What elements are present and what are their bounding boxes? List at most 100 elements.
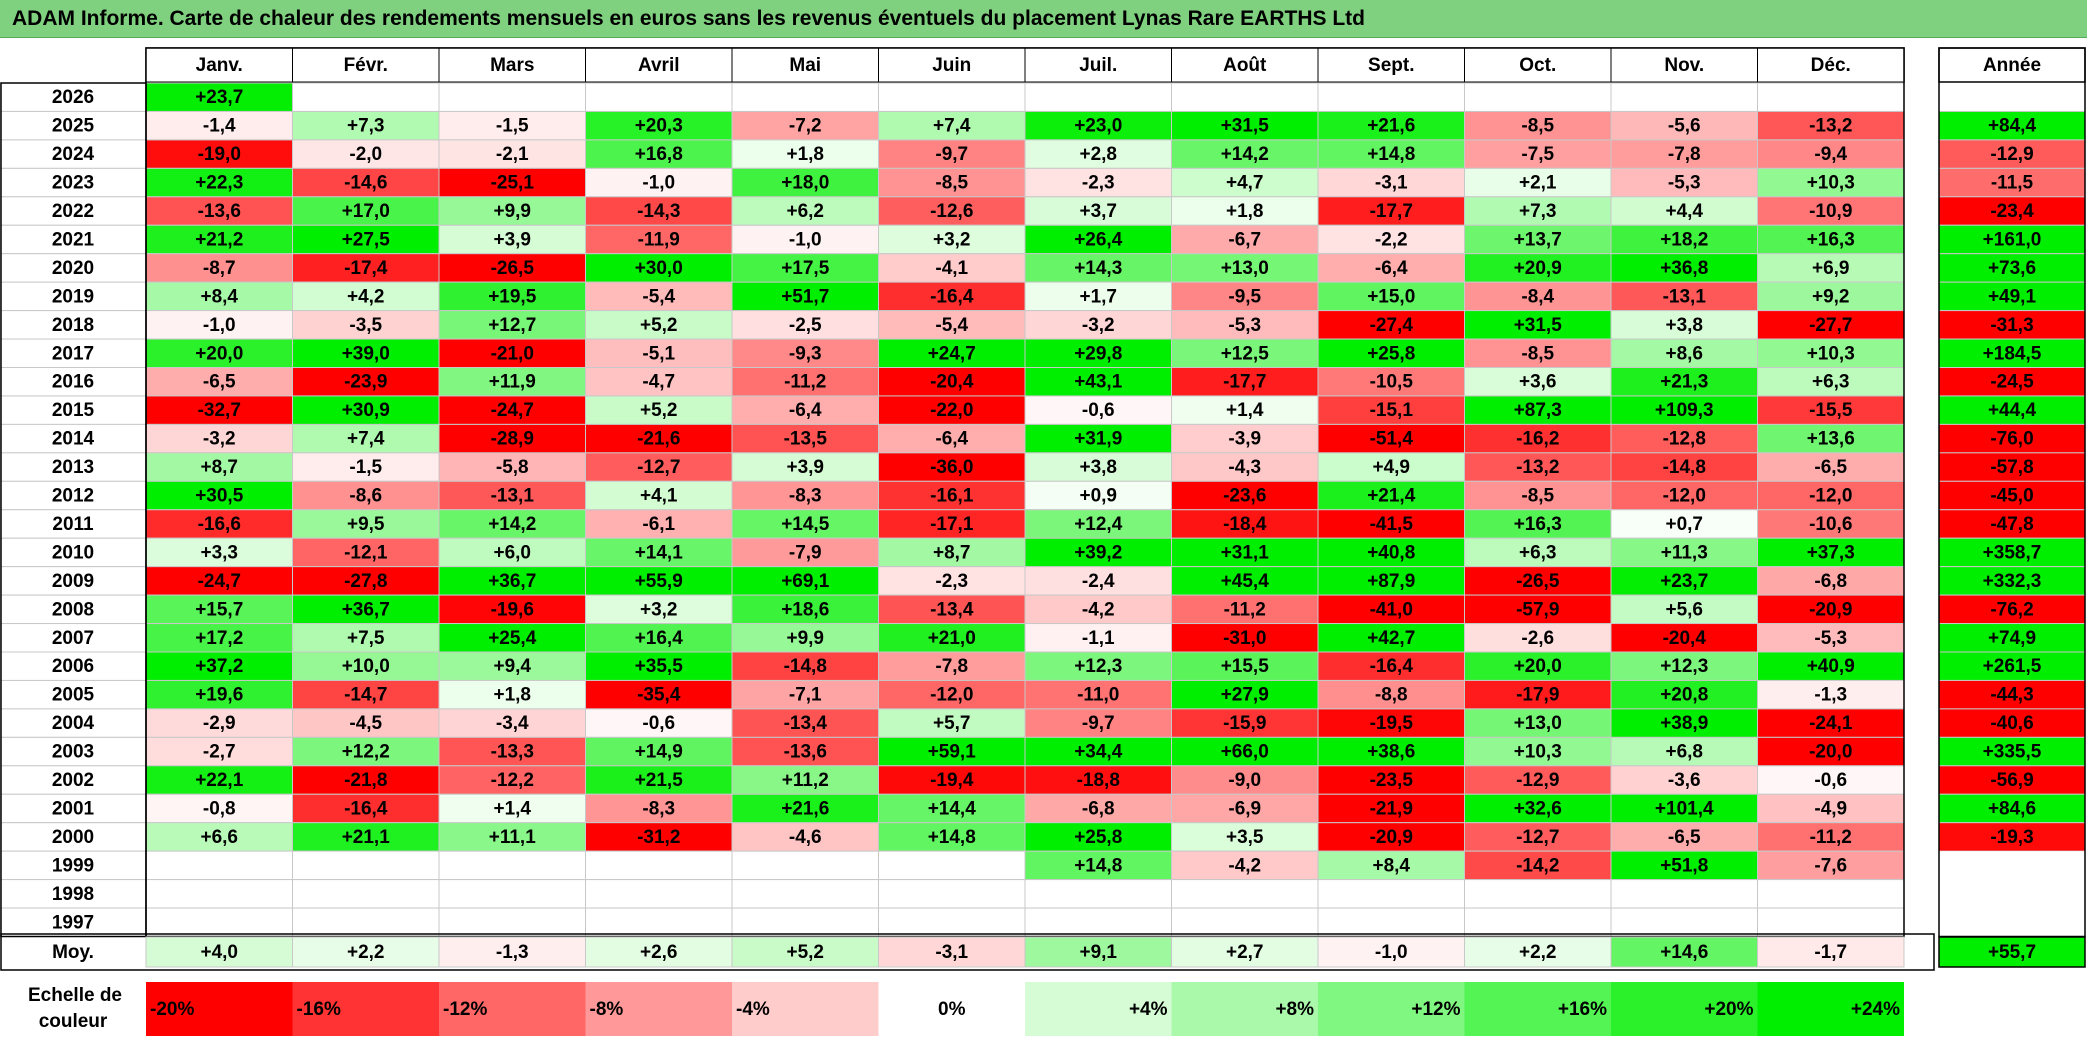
heatmap-cell-value: +40,9 [1807,656,1855,677]
heatmap-cell-value: +14,9 [635,742,683,763]
heatmap-cell [292,82,440,112]
heatmap-cell [878,679,1026,710]
heatmap-cell-value: -24,7 [198,571,241,592]
heatmap-cell-value: -7,1 [789,685,822,706]
heatmap-cell [1171,736,1319,767]
heatmap-cell-value: -5,3 [1668,173,1701,194]
heatmap-cell [145,793,293,824]
heatmap-cell [1610,395,1758,425]
heatmap-cell [1464,537,1612,568]
heatmap-cell-value: +7,3 [1519,201,1557,222]
heatmap-cell [1317,765,1465,795]
heatmap-cell [585,110,733,141]
heatmap-cell [1024,736,1172,767]
heatmap-cell [292,196,440,226]
heatmap-cell [585,907,733,937]
year-label: 2008 [52,599,94,620]
heatmap-cell [1464,82,1612,112]
scale-swatch [1611,982,1758,1036]
heatmap-cell-value: -9,0 [1228,770,1261,791]
heatmap-cell-value: -1,5 [349,457,382,478]
year-label: 2025 [52,116,95,137]
heatmap-cell-value: -3,9 [1228,429,1261,450]
heatmap-cell-value: -21,6 [637,429,680,450]
heatmap-cell [1171,367,1319,397]
heatmap-cell-value: -0,8 [203,798,236,819]
heatmap-cell [1464,822,1612,852]
heatmap-cell [1024,253,1172,283]
average-cell-value: +4,0 [200,942,238,963]
year-cell [0,679,147,710]
heatmap-cell [731,907,879,937]
heatmap-cell [731,82,879,112]
heatmap-cell [878,907,1026,937]
heatmap-cell-value: -8,5 [935,173,968,194]
heatmap-cell [585,253,733,283]
heatmap-cell-value: +21,3 [1660,372,1708,393]
average-cell-value: +9,1 [1079,942,1117,963]
heatmap-cell-value: +18,6 [781,599,829,620]
heatmap-cell-value: -36,0 [930,457,973,478]
heatmap-cell [438,679,586,710]
heatmap-cell-value: +18,0 [781,173,829,194]
year-cell [0,736,147,767]
heatmap-cell-value: -4,2 [1228,855,1261,876]
annual-cell [1939,879,2085,909]
heatmap-cell [1757,480,1905,511]
annual-cell [1938,196,2086,226]
heatmap-cell-value: +4,9 [1372,457,1410,478]
heatmap-cell-value: +40,8 [1367,542,1415,563]
scale-swatch-label: +24% [1851,999,1900,1020]
heatmap-cell-value: -7,8 [1668,144,1701,165]
heatmap-cell [145,110,293,141]
scale-swatch [585,982,732,1036]
heatmap-cell-value: +14,4 [928,798,977,819]
heatmap-cell-value: -0,6 [1814,770,1847,791]
heatmap-cell-value: +20,9 [1514,258,1562,279]
heatmap-cell [292,423,440,454]
heatmap-cell-value: -19,4 [930,770,974,791]
heatmap-cell [1464,310,1612,340]
heatmap-cell-value: -13,3 [491,742,534,763]
annual-cell-value: -19,3 [1990,827,2033,848]
heatmap-cell-value: -12,8 [1663,429,1706,450]
year-cell [0,167,147,198]
heatmap-cell-value: +16,3 [1807,229,1855,250]
heatmap-cell [731,395,879,425]
heatmap-cell-value: +20,0 [195,343,243,364]
heatmap-cell [1024,310,1172,340]
heatmap-cell-value: +7,4 [347,429,385,450]
heatmap-cell-value: +14,3 [1074,258,1122,279]
heatmap-cell [1610,879,1758,909]
heatmap-cell-value: -16,6 [198,514,241,535]
heatmap-cell-value: +12,4 [1074,514,1123,535]
year-label: 2017 [52,343,94,364]
heatmap-cell [1317,310,1465,340]
average-cell [1757,936,1905,968]
scale-swatch [1757,982,1904,1036]
heatmap-cell [1171,793,1319,824]
heatmap-cell [1171,253,1319,283]
heatmap-cell-value: -1,0 [642,173,675,194]
heatmap-cell [438,651,586,681]
heatmap-cell [1757,537,1905,568]
heatmap-cell-value: +6,6 [200,827,238,848]
heatmap-cell-value: -26,5 [1516,571,1560,592]
annual-cell-value: +332,3 [1983,571,2042,592]
heatmap-cell-value: -23,9 [344,372,387,393]
heatmap-cell-value: -4,3 [1228,457,1261,478]
scale-swatch-label: -16% [297,999,341,1020]
heatmap-cell [1024,367,1172,397]
heatmap-cell-value: -41,0 [1370,599,1413,620]
annual-cell [1939,83,2085,112]
heatmap-cell [145,679,293,710]
heatmap-cell [1757,310,1905,340]
heatmap-cell-value: +22,1 [195,770,244,791]
scale-swatch [1318,982,1465,1036]
heatmap-cell-value: -17,9 [1516,685,1559,706]
heatmap-cell [1171,423,1319,454]
heatmap-cell-value: +87,3 [1514,400,1562,421]
heatmap-cell-value: -4,9 [1814,798,1847,819]
heatmap-cell-value: -2,3 [935,571,968,592]
heatmap-cell-value: +51,8 [1660,855,1708,876]
